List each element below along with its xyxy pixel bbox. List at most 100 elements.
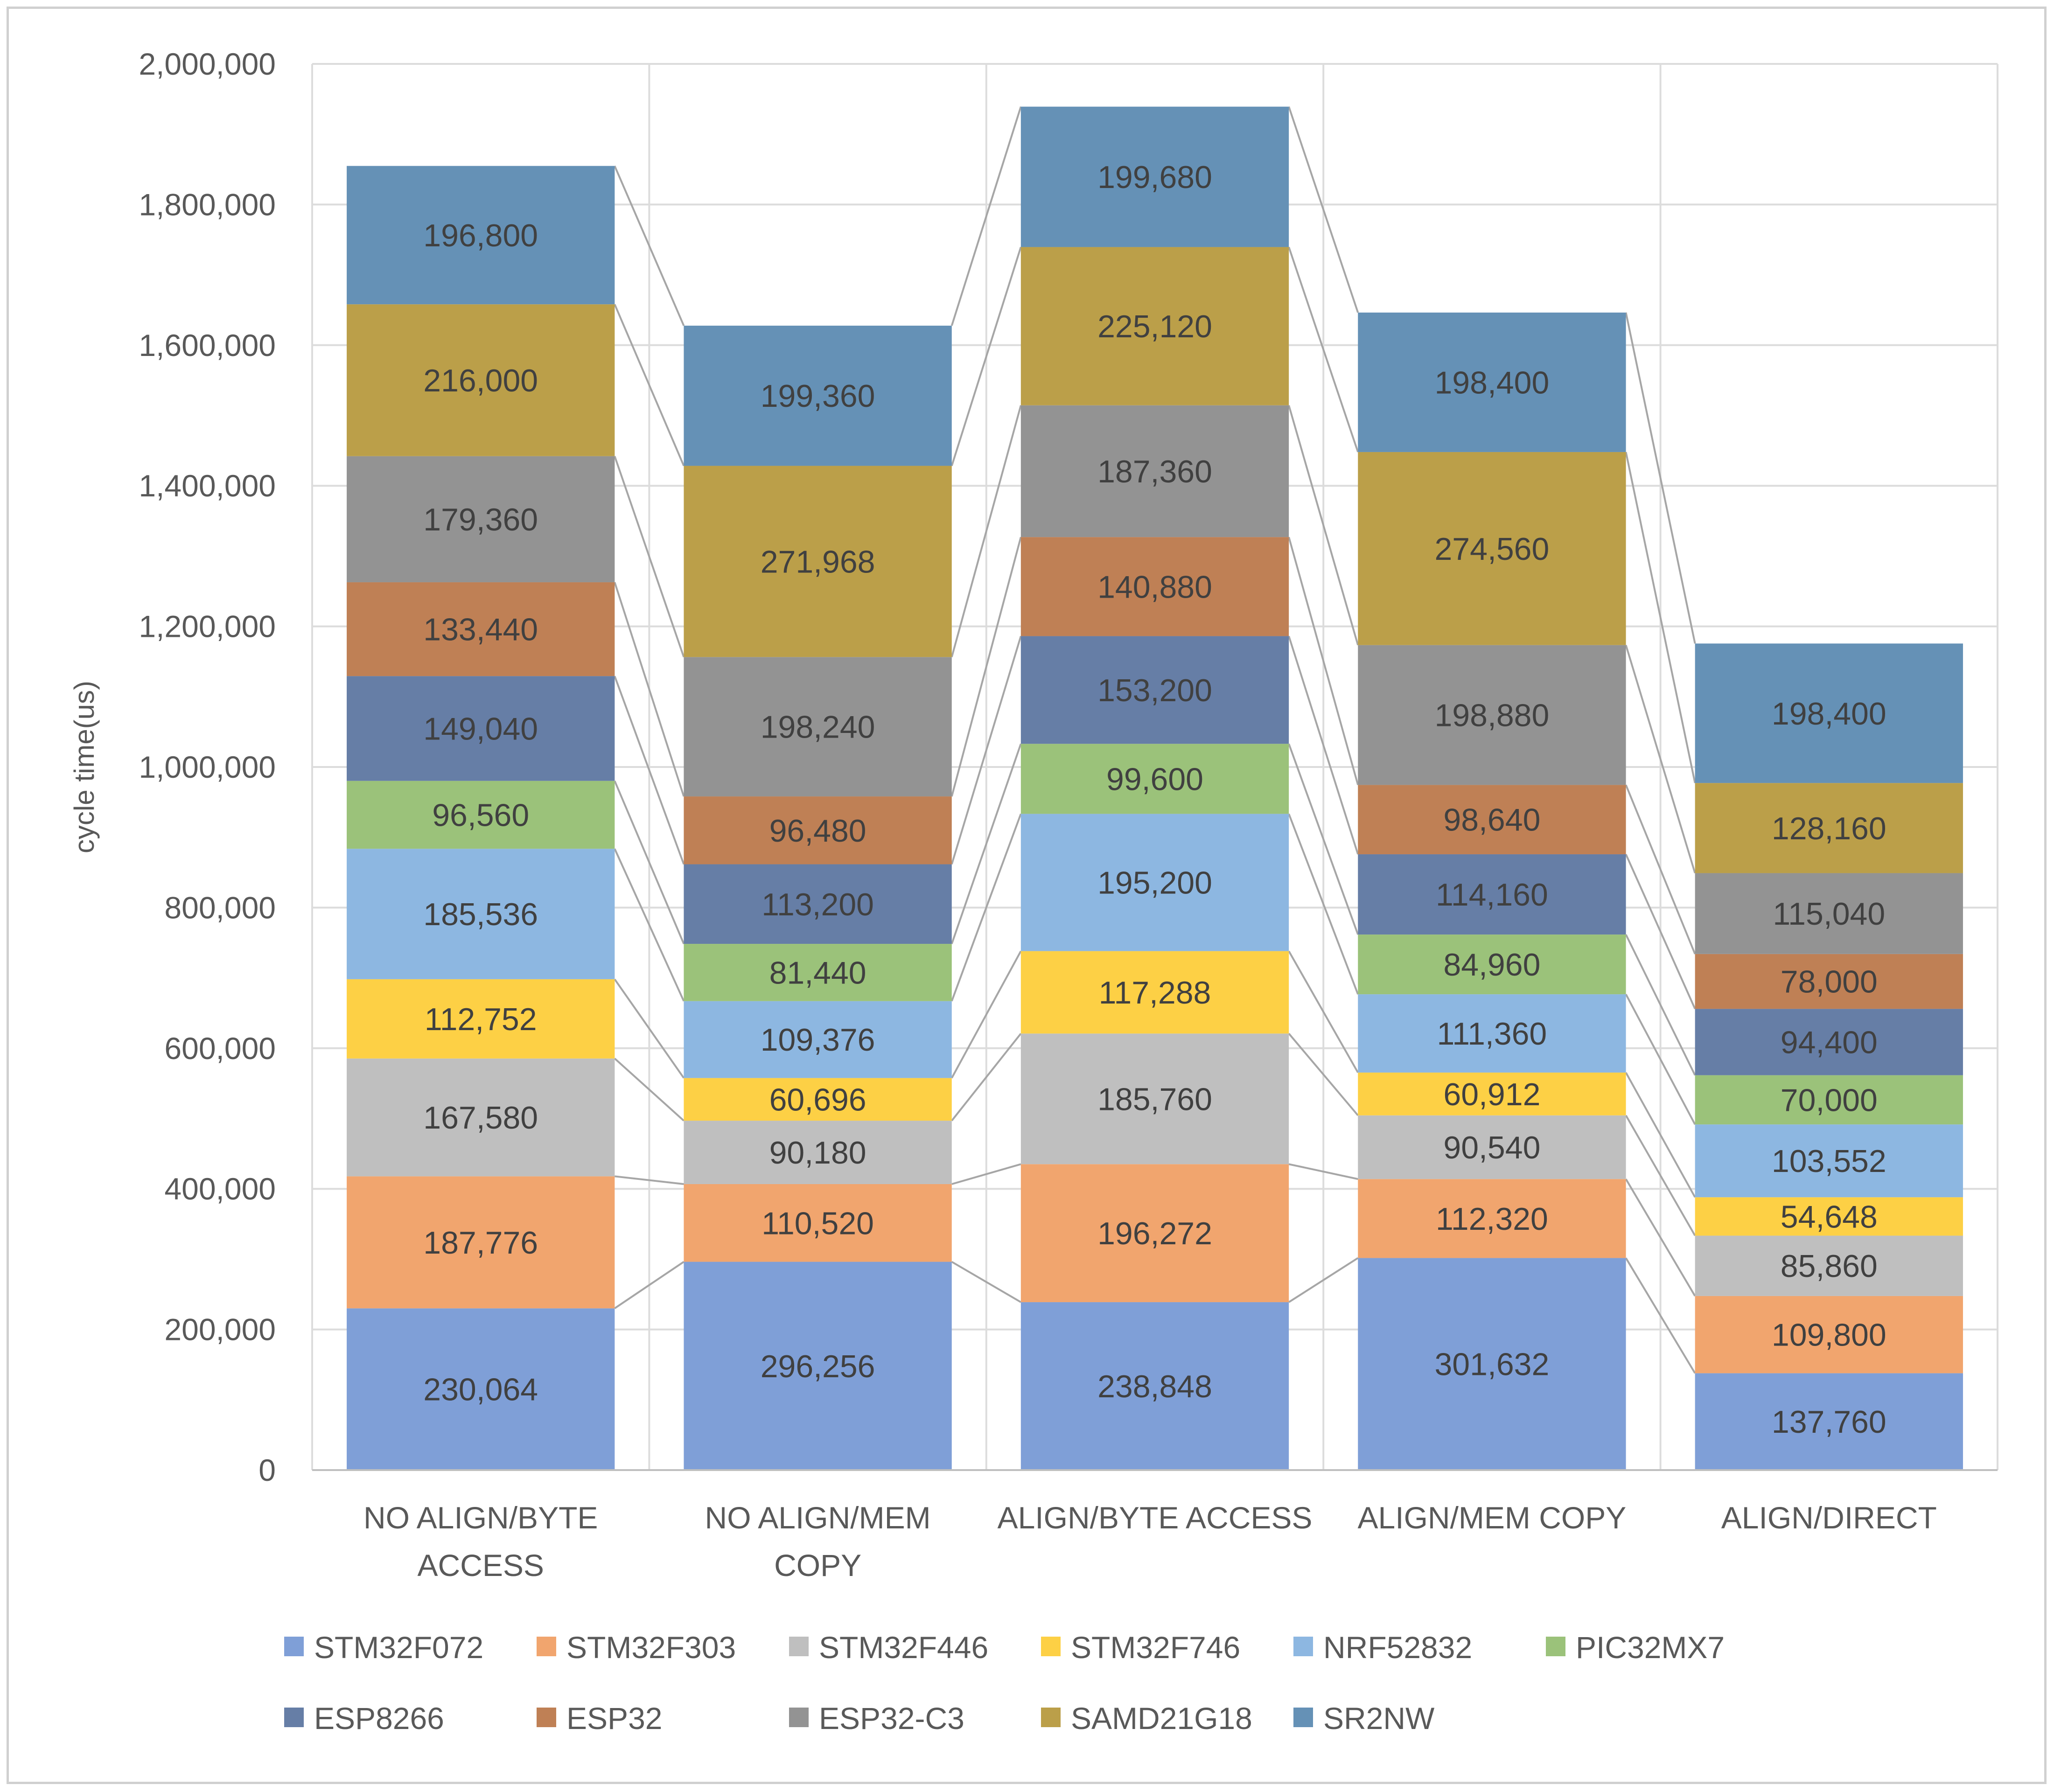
x-category-label: ALIGN/DIRECT	[1721, 1500, 1937, 1535]
data-label: 198,400	[1772, 696, 1886, 732]
data-label: 114,160	[1436, 877, 1548, 913]
bar-segment	[347, 979, 615, 1059]
data-label: 199,680	[1097, 160, 1212, 195]
data-label: 140,880	[1097, 569, 1212, 605]
data-label: 110,520	[762, 1206, 874, 1241]
series-line	[1625, 1257, 1696, 1374]
series-line	[1625, 934, 1696, 1076]
bar-segment	[347, 166, 615, 305]
series-line	[951, 1033, 1022, 1122]
data-label: 90,180	[769, 1135, 866, 1171]
legend-swatch	[1293, 1637, 1313, 1656]
bar-segment	[1020, 247, 1289, 405]
x-category-label: NO ALIGN/BYTE	[363, 1500, 598, 1535]
data-label: 195,200	[1097, 865, 1212, 900]
data-label: 238,848	[1097, 1369, 1212, 1404]
y-tick-label: 1,800,000	[139, 187, 276, 222]
bar-segment	[684, 1121, 952, 1184]
legend-swatch	[284, 1637, 304, 1656]
data-label: 98,640	[1443, 802, 1540, 838]
data-label: 94,400	[1781, 1025, 1878, 1060]
series-line	[1288, 537, 1359, 785]
legend-swatch	[789, 1637, 809, 1656]
series-line	[615, 1175, 684, 1185]
bar-segment	[347, 582, 615, 676]
series-line	[951, 1261, 1021, 1303]
y-tick-label: 600,000	[164, 1031, 276, 1066]
x-category-label: ALIGN/BYTE ACCESS	[998, 1500, 1313, 1535]
y-tick-label: 1,000,000	[139, 750, 276, 784]
y-tick-label: 1,600,000	[139, 328, 276, 363]
series-line	[950, 635, 1022, 865]
series-line	[614, 165, 685, 326]
legend-label: STM32F746	[1071, 1630, 1240, 1665]
chart-frame: 230,064 296,256 238,848 301,632 137,760 187,7…	[7, 7, 2047, 1784]
bar-segment	[1695, 1296, 1963, 1374]
bar-segment	[1020, 405, 1289, 537]
data-label: 198,880	[1434, 698, 1549, 733]
series-line	[950, 246, 1022, 467]
series-line	[1288, 246, 1359, 453]
series-line	[614, 978, 685, 1079]
series-line	[1288, 813, 1359, 995]
bar-segment	[347, 781, 615, 849]
data-label: 167,580	[423, 1100, 538, 1136]
bar-segment	[1358, 645, 1626, 785]
data-label: 153,200	[1097, 673, 1212, 708]
data-label: 85,860	[1781, 1248, 1878, 1284]
bar-segment	[684, 657, 952, 797]
data-label: 60,912	[1443, 1077, 1540, 1112]
series-connector-lines	[614, 106, 1696, 1374]
bar-segment	[684, 1078, 952, 1121]
data-label: 230,064	[423, 1372, 538, 1408]
data-label: 198,400	[1434, 365, 1549, 400]
bar-segment	[1358, 1258, 1626, 1470]
data-label: 196,800	[423, 218, 538, 253]
series-line	[950, 405, 1022, 657]
bar-segment	[1358, 994, 1626, 1073]
legend-swatch	[537, 1708, 556, 1727]
bar-segment	[1695, 783, 1963, 873]
series-line	[950, 743, 1022, 944]
data-label: 81,440	[769, 955, 866, 990]
x-category-label: NO ALIGN/MEM	[705, 1500, 931, 1535]
bar-segment	[347, 1308, 615, 1470]
data-label: 216,000	[423, 363, 538, 398]
legend-label: ESP8266	[314, 1701, 444, 1736]
legend-label: SR2NW	[1323, 1701, 1435, 1736]
data-label: 103,552	[1772, 1144, 1886, 1179]
y-tick-label: 0	[258, 1453, 276, 1487]
series-line	[614, 1261, 685, 1309]
bar-segment	[1020, 1164, 1289, 1303]
data-label: 117,288	[1099, 975, 1211, 1011]
series-line	[1625, 645, 1696, 874]
series-line	[1288, 405, 1359, 646]
x-category-label: COPY	[774, 1548, 861, 1583]
data-label: 149,040	[423, 711, 538, 746]
data-label: 179,360	[423, 502, 538, 537]
legend-label: STM32F446	[819, 1630, 988, 1665]
data-label: 128,160	[1772, 811, 1886, 846]
bar-segment	[1020, 951, 1289, 1034]
data-label: 112,752	[425, 1002, 537, 1037]
series-line	[614, 456, 685, 657]
data-label: 225,120	[1097, 309, 1212, 344]
series-line	[1288, 1163, 1358, 1180]
legend-swatch	[537, 1637, 556, 1656]
legend-label: ESP32-C3	[819, 1701, 964, 1736]
series-line	[1625, 1115, 1696, 1236]
bar-segment	[1695, 1373, 1963, 1470]
y-tick-label: 1,200,000	[139, 609, 276, 644]
data-label: 84,960	[1443, 947, 1540, 983]
bar-segment	[1020, 744, 1289, 814]
bar-segment	[1695, 1075, 1963, 1125]
series-line	[1625, 312, 1696, 644]
data-label: 133,440	[423, 612, 538, 648]
legend-swatch	[1546, 1637, 1565, 1656]
legend-swatch	[1293, 1708, 1313, 1727]
bar-segment	[1358, 854, 1626, 935]
bar-segment	[347, 1058, 615, 1177]
series-line	[1625, 784, 1696, 955]
bar-segment	[1358, 1072, 1626, 1116]
series-line	[1625, 452, 1696, 783]
